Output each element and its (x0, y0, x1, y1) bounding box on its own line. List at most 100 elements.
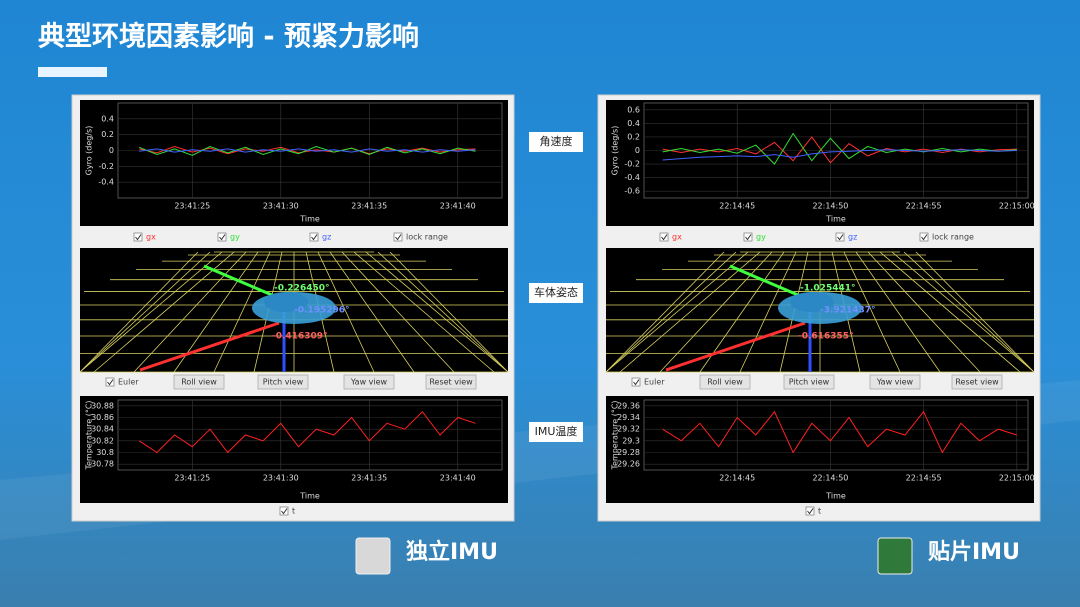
checkbox[interactable] (659, 232, 669, 242)
grid-3d-line (133, 251, 247, 373)
grid-3d-line (739, 251, 797, 373)
y-tick-label: -0.6 (624, 187, 640, 196)
button-label: Yaw view (876, 378, 914, 387)
checkbox[interactable] (393, 232, 403, 242)
button[interactable] (173, 374, 225, 390)
imu-icon (355, 537, 391, 575)
series-line (139, 148, 476, 153)
checkbox-label: gx (672, 233, 682, 242)
axis-3d (665, 321, 806, 372)
x-tick-label: 23:41:35 (351, 474, 387, 483)
button[interactable] (869, 374, 921, 390)
x-tick-label: 22:15:00 (999, 474, 1035, 483)
y-tick-label: 30.8 (96, 448, 114, 457)
check-mark (395, 234, 402, 241)
checkbox[interactable] (919, 232, 929, 242)
button-label: Roll view (707, 378, 743, 387)
check-mark (837, 234, 844, 241)
row-label: 角速度 (540, 134, 573, 148)
axis-3d (729, 264, 806, 300)
checkbox-label: Euler (644, 378, 665, 387)
checkbox-label: gy (756, 233, 766, 242)
checkbox-label: t (292, 507, 295, 516)
checkbox[interactable] (805, 506, 815, 516)
y-tick-label: 0.2 (101, 130, 114, 139)
button[interactable] (257, 374, 309, 390)
x-tick-label: 22:14:45 (719, 474, 755, 483)
y-tick-label: -0.4 (98, 178, 114, 187)
checkbox-label: gz (322, 233, 331, 242)
x-tick-label: 23:41:30 (263, 474, 299, 483)
grid-3d-line (619, 251, 761, 373)
checkbox-label: gy (230, 233, 240, 242)
check-mark (311, 234, 318, 241)
y-tick-label: 0 (109, 146, 114, 155)
y-axis-label: Gyro (deg/s) (85, 126, 94, 176)
checkbox[interactable] (133, 232, 143, 242)
plot-area (117, 399, 503, 471)
x-axis-label: Time (825, 492, 846, 501)
grid-3d-line (341, 251, 455, 373)
button-label: Roll view (181, 378, 217, 387)
row-label-box (529, 283, 583, 303)
y-tick-label: 30.84 (91, 425, 114, 434)
grid-3d-line (173, 251, 259, 373)
grid-3d-line (79, 251, 223, 373)
button[interactable] (951, 374, 1003, 390)
checkbox-label: gx (146, 233, 156, 242)
check-mark (661, 234, 668, 241)
row-label-box (529, 132, 583, 152)
grid-3d-line (915, 251, 1035, 373)
y-tick-label: 0 (635, 146, 640, 155)
checkbox[interactable] (835, 232, 845, 242)
grid-3d-line (843, 251, 901, 373)
grid-3d (79, 251, 509, 373)
check-mark (135, 234, 142, 241)
x-tick-label: 23:41:30 (263, 202, 299, 211)
grid-3d-line (605, 251, 737, 373)
checkbox-label: Euler (118, 378, 139, 387)
grid-3d-line (79, 251, 199, 373)
checkbox[interactable] (217, 232, 227, 242)
grid-3d-line (699, 251, 785, 373)
grid-3d-line (353, 251, 495, 373)
angle-label: -0.226450° (274, 284, 330, 294)
x-tick-label: 22:14:45 (719, 202, 755, 211)
check-mark (633, 379, 640, 386)
y-tick-label: 29.36 (617, 401, 640, 410)
grid-3d-line (377, 251, 509, 373)
series-line (662, 132, 1017, 165)
y-tick-label: 29.34 (617, 413, 640, 422)
checkbox[interactable] (279, 506, 289, 516)
grid-3d-line (605, 251, 725, 373)
checkbox[interactable] (631, 377, 641, 387)
grid-3d-line (605, 251, 749, 373)
angle-label: -0.416309° (272, 332, 328, 342)
button-label: Yaw view (350, 378, 388, 387)
check-mark (807, 508, 814, 515)
series-line (138, 410, 476, 454)
series-line (662, 149, 1017, 161)
y-tick-label: 30.78 (91, 460, 114, 469)
checkbox[interactable] (309, 232, 319, 242)
checkbox[interactable] (743, 232, 753, 242)
checkbox[interactable] (105, 377, 115, 387)
imu-caption: 独立IMU (406, 539, 498, 565)
angle-label: -1.025441° (800, 284, 856, 294)
button[interactable] (783, 374, 835, 390)
series-line (139, 145, 476, 155)
button-label: Pitch view (789, 378, 830, 387)
axis-3d (139, 321, 280, 372)
angle-label: -3.921437° (820, 306, 876, 316)
y-tick-label: -0.2 (624, 160, 640, 169)
title-bar (38, 67, 107, 77)
button[interactable] (343, 374, 395, 390)
check-mark (281, 508, 288, 515)
checkbox-label: t (818, 507, 821, 516)
grid-3d-line (867, 251, 981, 373)
vehicle-model (264, 292, 308, 312)
x-tick-label: 23:41:40 (440, 474, 476, 483)
button[interactable] (425, 374, 477, 390)
button[interactable] (699, 374, 751, 390)
